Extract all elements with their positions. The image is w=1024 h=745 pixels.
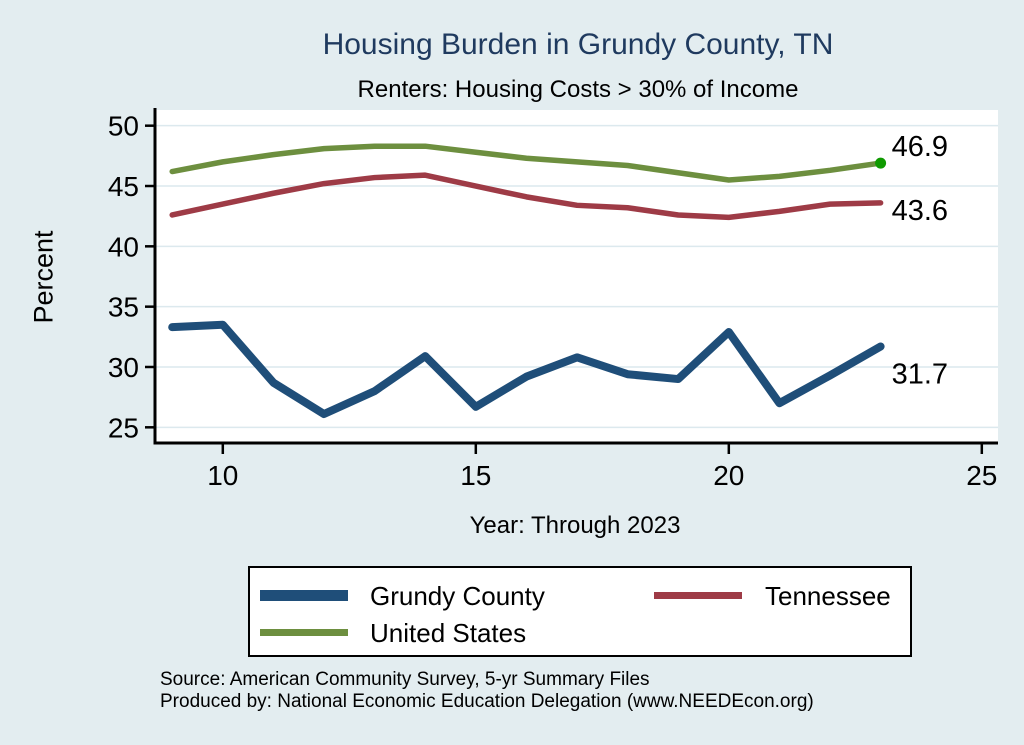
legend-label-united-states: United States: [370, 618, 527, 648]
y-tick-label: 50: [108, 111, 139, 142]
x-tick-label: 15: [460, 460, 491, 491]
series-line-grundy-county: [168, 320, 885, 419]
series-line-tennessee: [169, 172, 884, 221]
y-tick-label: 35: [108, 292, 139, 323]
line-chart: 25 30 35 40 45 50 10 15 20 25 31.7 43.6 46.9: [108, 108, 998, 491]
series-end-label: 43.6: [892, 195, 948, 227]
y-tick-label: 40: [108, 231, 139, 262]
chart-legend: Grundy County Tennessee United States: [248, 566, 912, 657]
x-tick-label: 10: [207, 460, 238, 491]
y-tick-label: 25: [108, 412, 139, 443]
chart-subtitle: Renters: Housing Costs > 30% of Income: [357, 76, 799, 103]
produced-by-line: Produced by: National Economic Education…: [160, 691, 814, 712]
series-line-united-states: [169, 143, 884, 183]
x-tick-label: 20: [713, 460, 744, 491]
legend-swatch-grundy-county: [260, 590, 348, 601]
x-axis-title: Year: Through 2023: [469, 512, 681, 539]
legend-swatch-tennessee: [654, 592, 742, 599]
source-line: Source: American Community Survey, 5-yr …: [160, 669, 650, 690]
legend-label-grundy-county: Grundy County: [370, 581, 545, 611]
series-end-dot: [875, 157, 887, 169]
x-tick-label: 25: [966, 460, 997, 491]
legend-label-tennessee: Tennessee: [765, 581, 891, 611]
series-end-label: 31.7: [892, 358, 948, 390]
chart-title: Housing Burden in Grundy County, TN: [322, 28, 834, 61]
series-end-label: 46.9: [892, 131, 948, 163]
legend-swatch-united-states: [260, 629, 348, 636]
y-tick-label: 30: [108, 352, 139, 383]
y-tick-label: 45: [108, 171, 139, 202]
